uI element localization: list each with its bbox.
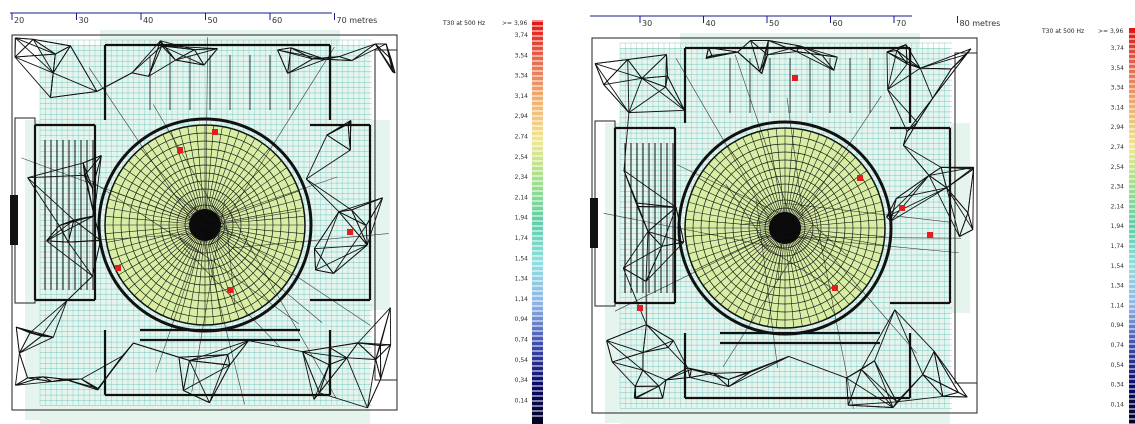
scale-ruler-left: 20 30 40 50 60 70 metres xyxy=(10,12,378,25)
t30-color-legend-right: T30 at 500 Hz >= 3,96 3,74 3,54 3,34 3,14 2,… xyxy=(1041,28,1135,424)
legend-tick-label: 0,54 xyxy=(1111,362,1125,369)
legend-tick-label: 0,54 xyxy=(515,357,529,364)
high-t30-marker xyxy=(227,287,233,293)
high-t30-marker xyxy=(832,285,838,291)
ruler-tick-label: 40 xyxy=(143,16,153,25)
legend-tick-label: 0,94 xyxy=(515,316,529,323)
legend-title: T30 at 500 Hz xyxy=(1041,28,1084,35)
legend-tick-label: 1,54 xyxy=(515,255,529,262)
legend-title: T30 at 500 Hz xyxy=(442,20,485,27)
legend-tick-label: 1,94 xyxy=(1111,223,1125,230)
legend-tick-label: 1,14 xyxy=(515,296,529,303)
ruler-tick-label: 60 xyxy=(833,19,843,28)
legend-tick-label: 0,74 xyxy=(515,337,529,344)
legend-tick-label: 1,14 xyxy=(1111,302,1125,309)
ruler-tick-label: 30 xyxy=(79,16,89,25)
high-t30-marker xyxy=(927,232,933,238)
legend-tick-label: 0,94 xyxy=(1111,322,1125,329)
legend-tick-label: 2,54 xyxy=(1111,164,1125,171)
legend-colorbar xyxy=(1129,28,1135,424)
high-t30-marker xyxy=(347,229,353,235)
legend-tick-label: 3,34 xyxy=(515,73,529,80)
legend-colorbar xyxy=(532,20,543,424)
legend-tick-label: 2,94 xyxy=(515,113,529,120)
legend-max-label: >= 3,96 xyxy=(1098,28,1124,35)
legend-tick-label: 1,34 xyxy=(1111,283,1125,290)
legend-tick-label: 0,14 xyxy=(1111,401,1125,408)
ruler-tick-label: 60 xyxy=(272,16,282,25)
ruler-tick-label: 80 metres xyxy=(960,19,1001,28)
scale-ruler-right: 30 40 50 60 70 80 metres xyxy=(590,15,1001,28)
legend-tick-label: 3,14 xyxy=(515,93,529,100)
high-t30-marker xyxy=(115,265,121,271)
legend-tick-label: 2,74 xyxy=(515,134,529,141)
plan-panel-right: 30 40 50 60 70 80 metres T30 at 500 Hz >= 3,9… xyxy=(590,15,1135,424)
floor-plan-mesh-left xyxy=(10,30,398,424)
legend-tick-label: 2,54 xyxy=(515,154,529,161)
legend-tick-label: 2,34 xyxy=(515,174,529,181)
legend-tick-label: 2,34 xyxy=(1111,184,1125,191)
high-t30-marker xyxy=(792,75,798,81)
floor-plan-mesh-right xyxy=(590,33,978,424)
legend-tick-label: 0,34 xyxy=(515,377,529,384)
legend-max-label: >= 3,96 xyxy=(502,20,528,27)
ruler-tick-label: 30 xyxy=(642,19,652,28)
ruler-tick-label: 20 xyxy=(14,16,24,25)
legend-tick-label: 1,74 xyxy=(1111,243,1125,250)
ruler-tick-label: 50 xyxy=(208,16,218,25)
legend-tick-label: 2,14 xyxy=(515,194,529,201)
high-t30-marker xyxy=(637,305,643,311)
plan-panel-left: 20 30 40 50 60 70 metres T30 at 500 Hz >= 3,9… xyxy=(10,12,543,424)
legend-tick-label: 0,34 xyxy=(1111,382,1125,389)
legend-tick-label: 1,94 xyxy=(515,215,529,222)
high-t30-marker xyxy=(857,175,863,181)
ruler-tick-label: 40 xyxy=(706,19,716,28)
ruler-tick-label: 50 xyxy=(769,19,779,28)
high-t30-marker xyxy=(899,205,905,211)
legend-tick-label: 2,74 xyxy=(1111,144,1125,151)
legend-tick-label: 1,54 xyxy=(1111,263,1125,270)
legend-tick-label: 1,74 xyxy=(515,235,529,242)
legend-tick-label: 3,54 xyxy=(1111,65,1125,72)
legend-tick-label: 3,74 xyxy=(1111,45,1125,52)
legend-tick-label: 2,94 xyxy=(1111,124,1125,131)
legend-tick-label: 2,14 xyxy=(1111,203,1125,210)
legend-tick-label: 3,34 xyxy=(1111,85,1125,92)
legend-tick-label: 1,34 xyxy=(515,276,529,283)
high-t30-marker xyxy=(177,147,183,153)
legend-tick-label: 0,14 xyxy=(515,397,529,404)
legend-tick-label: 3,54 xyxy=(515,52,529,59)
legend-tick-label: 3,14 xyxy=(1111,104,1125,111)
t30-color-legend-left: T30 at 500 Hz >= 3,96 3,74 3,54 3,34 3,14 2,… xyxy=(442,20,543,424)
legend-tick-label: 0,74 xyxy=(1111,342,1125,349)
legend-tick-label: 3,74 xyxy=(515,32,529,39)
ruler-tick-label: 70 metres xyxy=(337,16,378,25)
ruler-tick-label: 70 xyxy=(896,19,906,28)
high-t30-marker xyxy=(212,129,218,135)
